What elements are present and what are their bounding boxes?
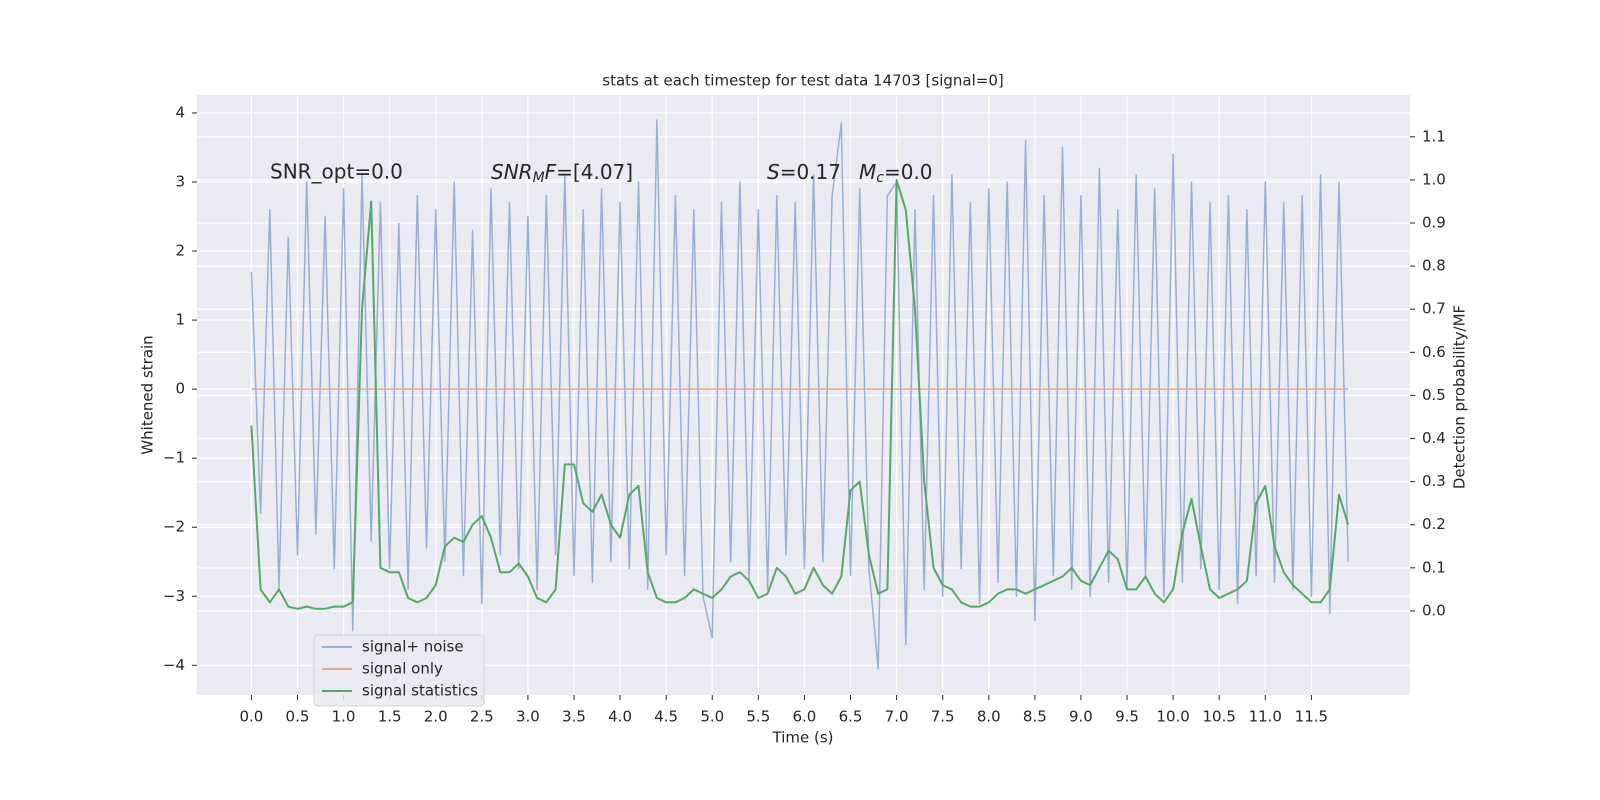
legend-box [313,634,485,707]
series-line [250,178,1350,610]
x-tick-label: 10.0 [1156,708,1189,726]
annotation-part: SNR [491,160,533,184]
y2-tick-label: 0.3 [1422,472,1446,490]
y2-tick-label: 0.5 [1422,386,1446,404]
x-tick-label: 5.5 [746,708,770,726]
y2-tick-label: 0.7 [1422,300,1446,318]
y-tick-label: 2 [175,242,185,260]
annotation: SNR_opt=0.0 [270,160,403,184]
y-axis-label: Whitened strain [139,335,157,454]
annotation-part: =0.17 [780,160,841,184]
x-tick-label: 5.0 [700,708,724,726]
x-tick-label: 11.5 [1295,708,1328,726]
x-tick-label: 0.5 [286,708,310,726]
annotation-part: F [545,160,557,184]
y-tick-label: −2 [163,518,185,536]
x-tick-label: 4.0 [608,708,632,726]
x-tick-label: 7.0 [885,708,909,726]
x-tick-label: 3.5 [562,708,586,726]
x-tick-label: 7.5 [931,708,955,726]
annotation: S=0.17 [767,160,841,184]
annotation-part: =[4.07] [556,160,633,184]
y2-tick-label: 0.2 [1422,515,1446,533]
annotation-part: M [859,160,876,184]
x-tick-label: 9.0 [1069,708,1093,726]
x-tick-label: 1.5 [378,708,402,726]
series-line [250,119,1349,670]
x-tick-label: 9.5 [1115,708,1139,726]
y-tick-label: 1 [175,311,185,329]
annotation-part: M [533,170,545,186]
x-tick-label: 6.0 [792,708,816,726]
y-tick-label: −4 [163,656,185,674]
annotation-part: S [767,160,780,184]
x-tick-label: 6.5 [839,708,863,726]
y2-tick-label: 0.8 [1422,257,1446,275]
annotation-part: c [876,170,884,186]
y2-tick-label: 1.0 [1422,170,1446,188]
y2-tick-label: 0.1 [1422,558,1446,576]
annotation: SNRMF=[4.07] [491,160,633,187]
y-tick-label: 3 [175,172,185,190]
legend-label: signal statistics [362,682,478,700]
x-tick-label: 2.5 [470,708,494,726]
x-axis-label: Time (s) [772,729,834,747]
annotation-part: =0.0 [884,160,933,184]
y-tick-label: 4 [175,103,185,121]
legend-label: signal only [362,660,443,678]
y-tick-label: −1 [163,449,185,467]
y2-axis-label: Detection probability/MF [1451,305,1469,489]
x-tick-label: 8.0 [977,708,1001,726]
y-tick-label: 0 [175,380,185,398]
x-tick-label: 8.5 [1023,708,1047,726]
y2-tick-label: 0.0 [1422,601,1446,619]
x-tick-label: 0.0 [239,708,263,726]
x-tick-label: 2.0 [424,708,448,726]
y2-tick-label: 0.6 [1422,343,1446,361]
x-tick-label: 4.5 [654,708,678,726]
legend-label: signal+ noise [362,638,464,656]
y2-tick-label: 0.9 [1422,214,1446,232]
y2-tick-label: 1.1 [1422,127,1446,145]
x-tick-label: 10.5 [1202,708,1235,726]
annotation: Mc=0.0 [859,160,933,187]
y2-tick-label: 0.4 [1422,429,1446,447]
x-tick-label: 11.0 [1249,708,1282,726]
y-tick-label: −3 [163,587,185,605]
chart-title: stats at each timestep for test data 147… [602,72,1003,90]
x-tick-label: 1.0 [332,708,356,726]
x-tick-label: 3.0 [516,708,540,726]
